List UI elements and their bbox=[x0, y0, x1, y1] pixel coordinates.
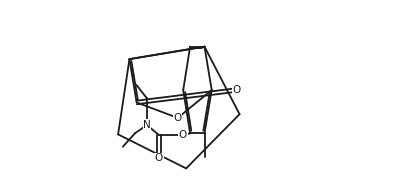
Text: O: O bbox=[155, 153, 163, 163]
Text: N: N bbox=[143, 120, 151, 130]
Text: O: O bbox=[232, 85, 241, 95]
Text: O: O bbox=[174, 113, 182, 123]
Text: O: O bbox=[179, 130, 187, 140]
